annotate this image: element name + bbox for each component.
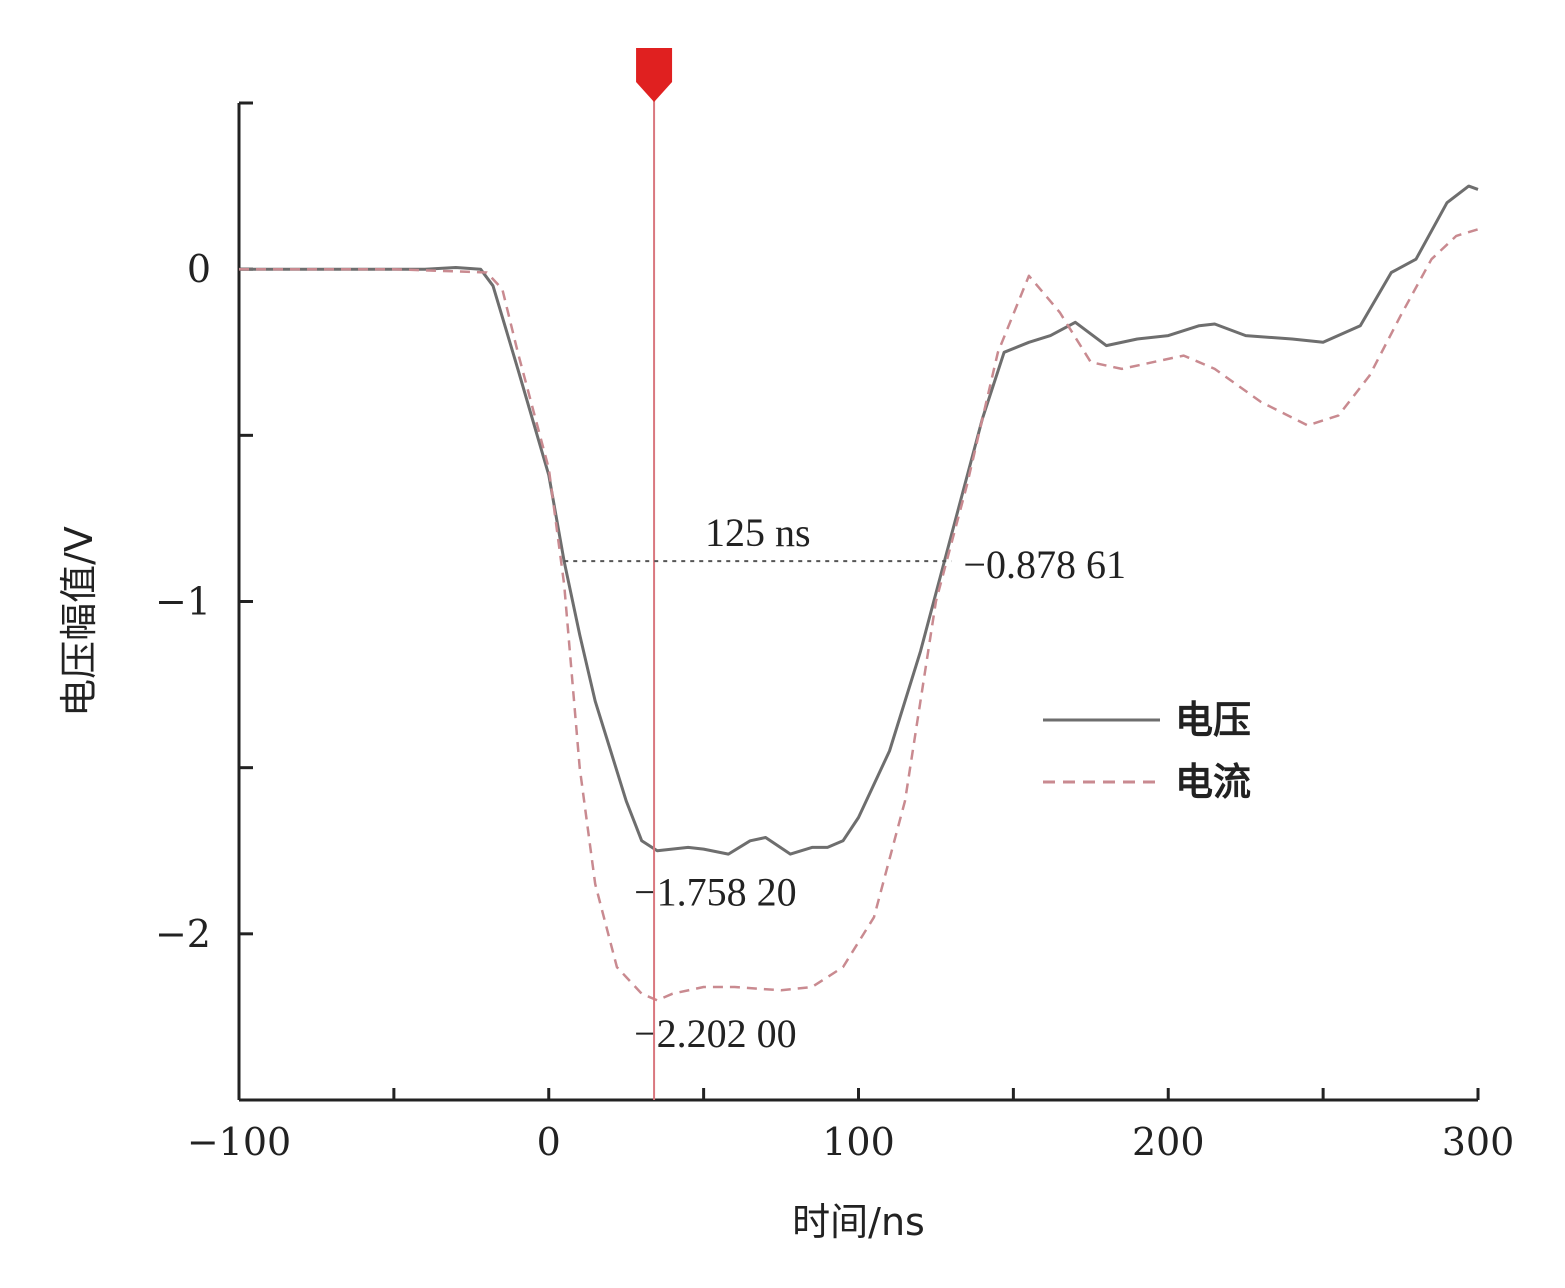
legend: 电压 电流 xyxy=(1043,698,1251,804)
x-tick-label: 300 xyxy=(1442,1120,1515,1164)
y-tick-label: −1 xyxy=(155,580,211,624)
voltage-min-label: −1.758 20 xyxy=(634,869,797,914)
half-level-label: −0.878 61 xyxy=(963,542,1126,587)
legend-label-current: 电流 xyxy=(1175,760,1251,804)
series-line-voltage xyxy=(239,184,1479,856)
pulse-width-label: 125 ns xyxy=(705,510,811,555)
x-tick-label: −100 xyxy=(187,1120,291,1164)
series-line-current xyxy=(239,228,1479,1002)
y-tick-label: 0 xyxy=(187,247,211,291)
x-axis-title: 时间/ns xyxy=(792,1200,925,1244)
x-tick-label: 100 xyxy=(822,1120,895,1164)
x-tick-label: 0 xyxy=(537,1120,561,1164)
annotation-layer: 125 ns −0.878 61 −1.758 20 −2.202 00 xyxy=(564,48,1126,1100)
marker-flag-icon xyxy=(636,48,673,102)
series-layer xyxy=(239,184,1479,1002)
current-min-label: −2.202 00 xyxy=(634,1011,797,1056)
legend-label-voltage: 电压 xyxy=(1175,698,1251,742)
y-axis-title: 电压幅值/V xyxy=(57,526,101,717)
axes: −100 0 100 200 300 0 −1 −2 xyxy=(155,101,1515,1164)
x-tick-label: 200 xyxy=(1132,1120,1205,1164)
y-tick-label: −2 xyxy=(155,912,211,956)
